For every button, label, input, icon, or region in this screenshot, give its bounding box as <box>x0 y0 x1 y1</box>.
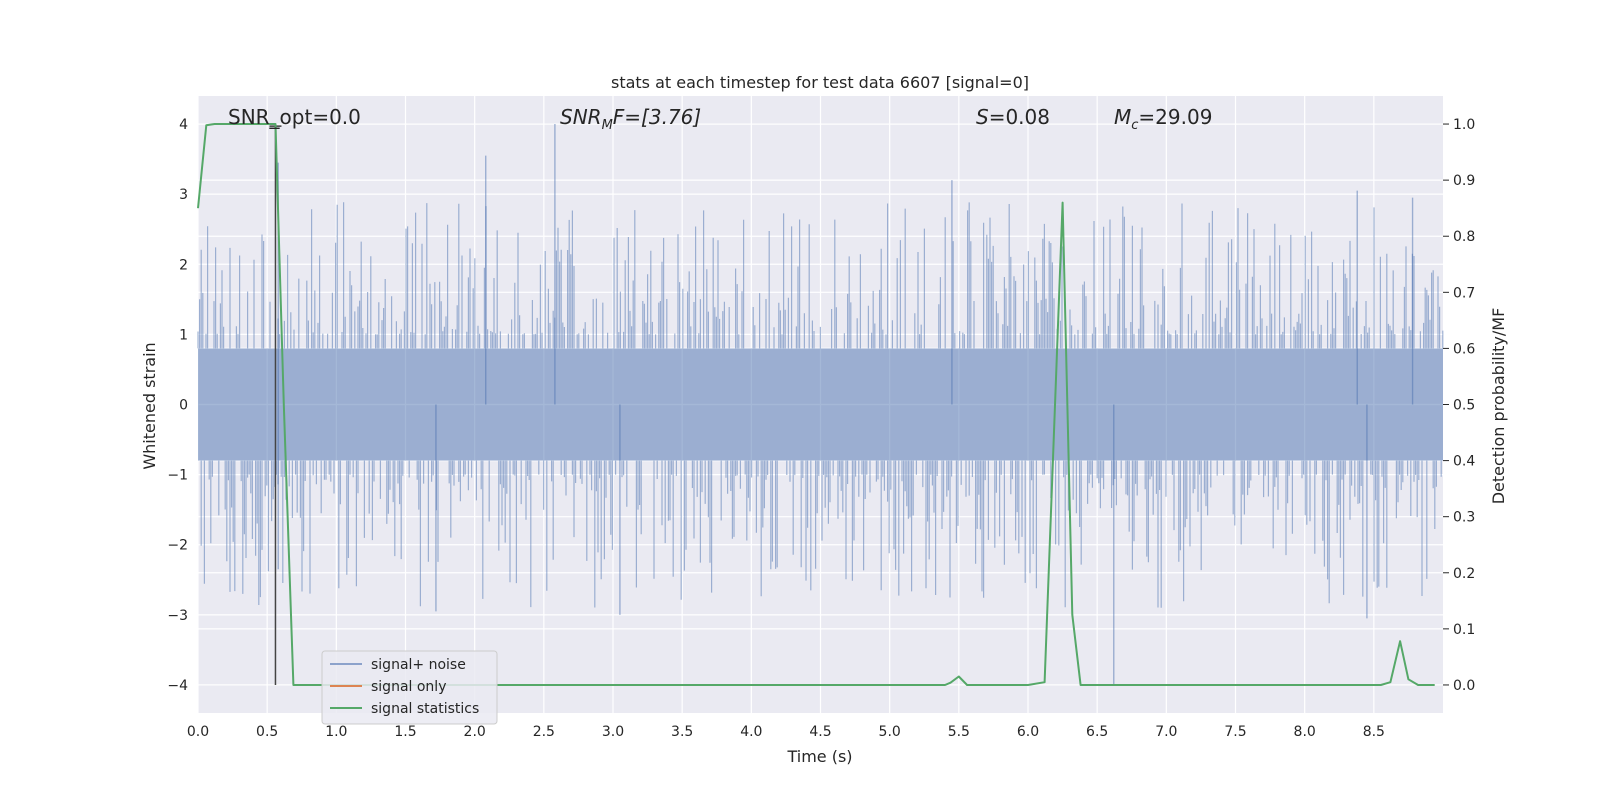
legend-label-signal-only: signal only <box>371 679 446 695</box>
annotation-snr-mf: SNRMF=[3.76] <box>560 105 701 133</box>
x-tick-label: 4.5 <box>809 724 831 740</box>
x-tick-label: 2.5 <box>533 724 555 740</box>
y2-axis-label: Detection probability/MF <box>1489 308 1508 505</box>
x-tick-label: 2.0 <box>464 724 486 740</box>
y-tick-label: −2 <box>167 538 188 554</box>
x-tick-label: 5.5 <box>948 724 970 740</box>
x-tick-label: 6.0 <box>1017 724 1039 740</box>
x-tick-label: 7.5 <box>1224 724 1246 740</box>
x-tick-label: 3.0 <box>602 724 624 740</box>
annotation-snr-opt: SNR_opt=0.0 <box>228 105 361 129</box>
x-tick-label: 0.5 <box>256 724 278 740</box>
y2-tick-label: 0.5 <box>1453 398 1475 414</box>
y2-tick-label: 0.4 <box>1453 454 1475 470</box>
y2-tick-label: 0.8 <box>1453 229 1475 245</box>
y2-tick-label: 0.0 <box>1453 678 1475 694</box>
annotation-s: S=0.08 <box>976 105 1050 129</box>
signal-noise-line <box>197 202 1444 608</box>
signal-noise-core <box>198 348 1443 461</box>
y-tick-label: 0 <box>179 398 188 414</box>
signal-statistics-line <box>197 123 1435 686</box>
x-tick-label: 1.0 <box>325 724 347 740</box>
axis-layer: 0.0 0.5 1.0 1.5 2.0 2.5 3.0 3.5 4.0 4.5 5.0 5.5 6.0 6… <box>167 117 1475 740</box>
y-tick-label: 3 <box>179 187 188 203</box>
x-tick-label: 3.5 <box>671 724 693 740</box>
y-tick-label: −1 <box>167 468 188 484</box>
x-tick-label: 8.5 <box>1363 724 1385 740</box>
y2-tick-label: 0.6 <box>1453 341 1475 357</box>
y-tick-label: 2 <box>179 257 188 273</box>
x-tick-label: 1.5 <box>394 724 416 740</box>
legend-label-signal-noise: signal+ noise <box>371 657 466 673</box>
legend-box <box>321 650 498 725</box>
x-axis-label: Time (s) <box>786 747 852 766</box>
y2-tick-label: 0.2 <box>1453 566 1475 582</box>
x-tick-label: 5.0 <box>879 724 901 740</box>
x-tick-label: 7.0 <box>1155 724 1177 740</box>
x-tick-label: 6.5 <box>1086 724 1108 740</box>
legend-label-signal-statistics: signal statistics <box>371 701 479 717</box>
annotation-mc: Mc=29.09 <box>1114 105 1212 133</box>
y-tick-label: 4 <box>179 117 188 133</box>
legend: signal+ noise signal only signal statist… <box>321 650 498 725</box>
chart-title: stats at each timestep for test data 660… <box>611 73 1029 92</box>
y2-tick-label: 0.3 <box>1453 510 1475 526</box>
y2-tick-label: 0.1 <box>1453 622 1475 638</box>
x-tick-label: 4.0 <box>740 724 762 740</box>
x-tick-label: 8.0 <box>1294 724 1316 740</box>
x-tick-label: 0.0 <box>187 724 209 740</box>
y2-tick-label: 0.9 <box>1453 173 1475 189</box>
y-tick-label: −3 <box>167 608 188 624</box>
y2-tick-label: 1.0 <box>1453 117 1475 133</box>
y-tick-label: −4 <box>167 678 188 694</box>
data-layer <box>197 123 1444 686</box>
y2-tick-label: 0.7 <box>1453 285 1475 301</box>
y-tick-label: 1 <box>179 327 188 343</box>
y-axis-label: Whitened strain <box>140 342 159 469</box>
